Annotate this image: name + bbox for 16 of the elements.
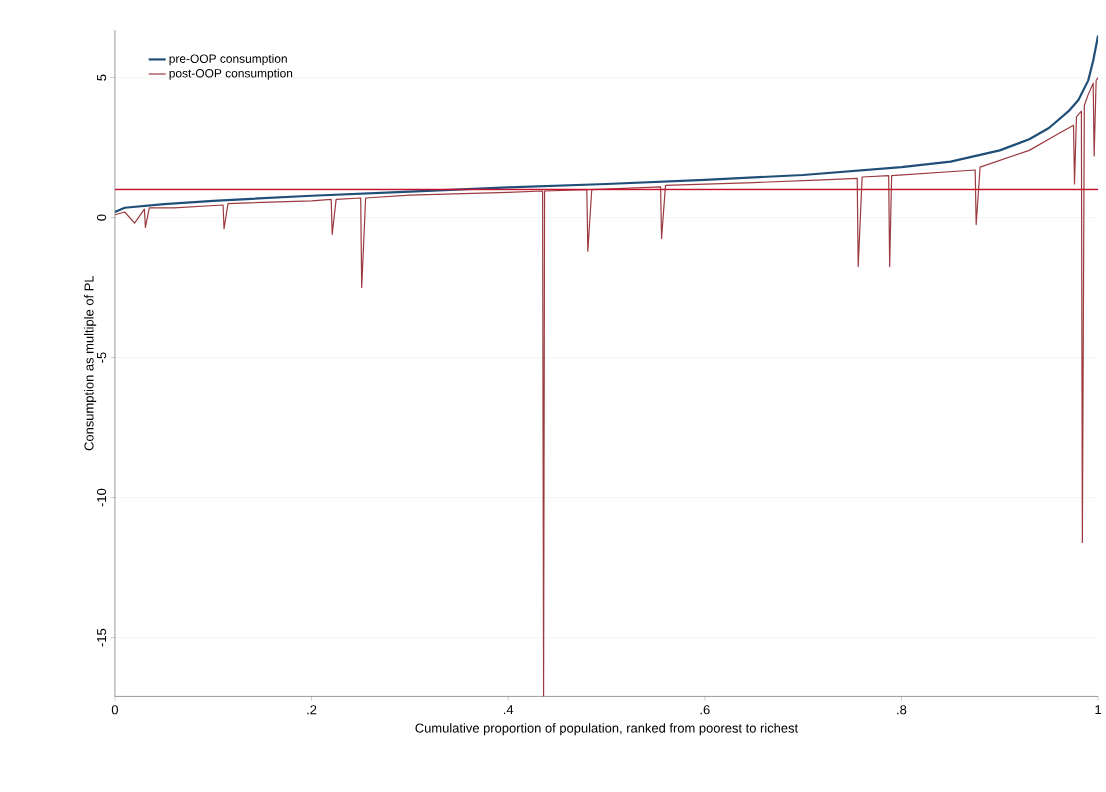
x-tick-label: .4 — [503, 705, 514, 714]
y-tick-label: -10 — [96, 488, 107, 507]
x-tick-label: .2 — [307, 705, 317, 715]
legend-label: pre-OOP consumption — [169, 53, 287, 66]
y-tick-label: -5 — [97, 352, 107, 363]
y-axis-title: Consumption as multiple of PL — [84, 275, 97, 451]
y-tick-label: 0 — [96, 214, 107, 221]
line-series — [114, 34, 1099, 213]
x-tick-label: 1 — [1095, 705, 1102, 714]
x-axis-title: Cumulative proportion of population, ranked from poorest to richest — [415, 722, 799, 736]
y-tick-label: -15 — [97, 628, 107, 647]
x-tick-label: .8 — [897, 705, 907, 715]
x-tick-label: 0 — [111, 705, 119, 715]
y-tick-label: 5 — [97, 74, 107, 81]
x-tick-label: .6 — [700, 705, 710, 715]
legend-label: post-OOP consumption — [169, 68, 293, 80]
